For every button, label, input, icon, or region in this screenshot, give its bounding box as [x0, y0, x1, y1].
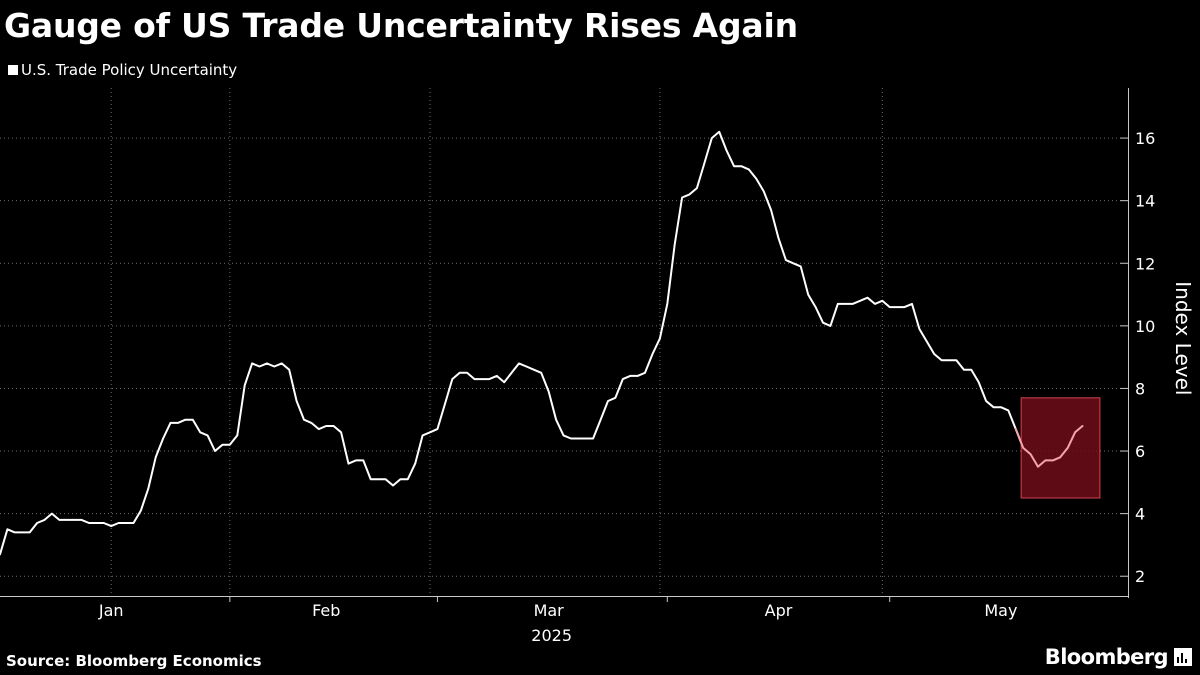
source-note: Source: Bloomberg Economics — [6, 652, 262, 670]
brand-name: Bloomberg — [1044, 645, 1169, 669]
y-tick-label: 6 — [1135, 442, 1145, 461]
x-tick-label: Mar — [534, 601, 565, 620]
y-tick-label: 2 — [1135, 567, 1145, 586]
bloomberg-terminal-icon — [1174, 648, 1192, 666]
y-tick-label: 4 — [1135, 505, 1145, 524]
legend-label: U.S. Trade Policy Uncertainty — [21, 61, 238, 79]
x-year-label: 2025 — [531, 626, 572, 645]
x-tick-label: Jan — [98, 601, 124, 620]
x-tick-label: May — [984, 601, 1017, 620]
x-tick-label: Apr — [765, 601, 793, 620]
chart-title: Gauge of US Trade Uncertainty Rises Agai… — [4, 6, 798, 45]
highlight-box — [1020, 397, 1101, 499]
y-tick-label: 16 — [1135, 129, 1155, 148]
highlight-series-line — [1014, 425, 1084, 468]
x-tick-label: Feb — [312, 601, 340, 620]
legend: U.S. Trade Policy Uncertainty — [8, 61, 237, 79]
y-tick-label: 10 — [1135, 317, 1155, 336]
bloomberg-logo: Bloomberg — [1045, 645, 1192, 669]
legend-swatch — [8, 65, 18, 75]
y-tick-label: 14 — [1135, 192, 1155, 211]
y-tick-label: 8 — [1135, 379, 1145, 398]
series-line — [0, 130, 1084, 556]
y-tick-label: 12 — [1135, 254, 1155, 273]
y-axis-title: Index Level — [1171, 281, 1195, 395]
